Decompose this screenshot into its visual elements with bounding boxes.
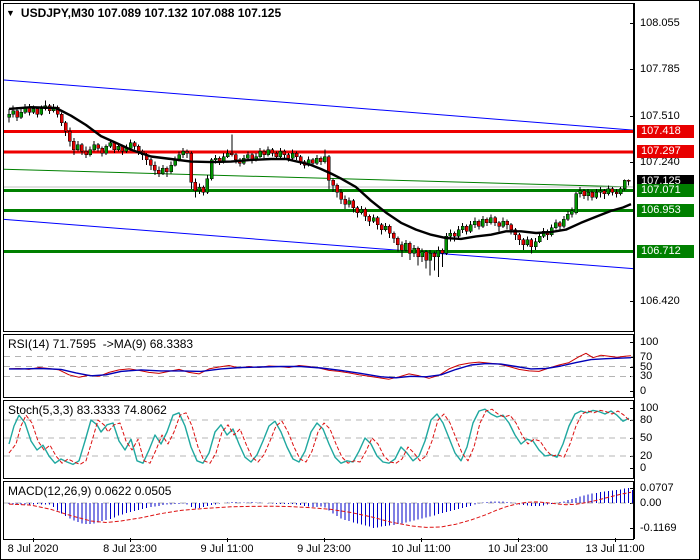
time-label: 9 Jul 11:00 — [200, 543, 254, 555]
time-label: 13 Jul 11:00 — [585, 543, 645, 555]
macd-panel[interactable] — [3, 481, 634, 540]
symbol-dropdown-icon[interactable]: ▼ — [6, 8, 15, 18]
axis-tick — [630, 528, 635, 529]
scale-label: 108.055 — [640, 17, 680, 29]
chart-title: ▼ USDJPY,M30 107.089 107.132 107.088 107.… — [6, 6, 281, 20]
time-tick — [518, 538, 519, 542]
time-tick — [615, 538, 616, 542]
scale-label: 100 — [640, 336, 659, 348]
scale-label: 107.240 — [640, 156, 680, 168]
axis-tick — [630, 116, 635, 117]
axis-tick — [630, 367, 635, 368]
stochastic-label: Stoch(5,3,3) 83.3333 74.8062 — [8, 403, 167, 417]
time-tick — [33, 538, 34, 542]
time-label: 10 Jul 23:00 — [488, 543, 548, 555]
time-tick — [130, 538, 131, 542]
rsi_ma-line — [9, 357, 632, 379]
scale-label: 80 — [640, 414, 653, 426]
scale-label: 106.420 — [640, 295, 680, 307]
time-tick — [227, 538, 228, 542]
time-tick — [421, 538, 422, 542]
axis-tick — [630, 391, 635, 392]
axis-tick — [630, 408, 635, 409]
axis-tick — [630, 23, 635, 24]
scale-label: 107.510 — [640, 110, 680, 122]
scale-label: 0.0707 — [640, 482, 674, 494]
axis-tick — [630, 162, 635, 163]
scale-label: 100 — [640, 402, 659, 414]
ma-line — [8, 105, 632, 241]
trendlines — [4, 79, 633, 270]
stoch_d-line — [8, 408, 631, 465]
price-badge: 106.953 — [637, 204, 694, 217]
axis-tick — [630, 69, 635, 70]
axis-tick — [630, 488, 635, 489]
price-badge: 106.712 — [637, 245, 694, 258]
axis-tick — [630, 468, 635, 469]
axis-tick — [630, 357, 635, 358]
ohlc-values: 107.089 107.132 107.088 107.125 — [97, 6, 282, 20]
stoch_k-line — [8, 408, 630, 466]
scale-label: 20 — [640, 450, 653, 462]
axis-tick — [630, 342, 635, 343]
symbol-label: USDJPY,M30 — [20, 6, 95, 20]
price-badge: 107.071 — [637, 184, 694, 197]
level-lines — [4, 129, 633, 253]
time-label: 8 Jul 23:00 — [103, 543, 157, 555]
price-badge: 107.297 — [637, 145, 694, 158]
macd-histogram — [8, 488, 633, 528]
candles-group — [7, 100, 631, 278]
scale-label: 50 — [640, 361, 653, 373]
macd-label: MACD(12,26,9) 0.0622 0.0505 — [8, 484, 172, 498]
rsi-label: RSI(14) 71.7595 ->MA(9) 68.3383 — [8, 337, 194, 351]
time-label: 9 Jul 23:00 — [297, 543, 351, 555]
scale-label: 30 — [640, 370, 653, 382]
time-label: 8 Jul 2020 — [7, 543, 59, 555]
scale-label: -0.1169 — [640, 522, 677, 534]
grid-lines — [4, 419, 633, 457]
scale-label: 0 — [640, 385, 647, 397]
scale-label: 0.00 — [640, 497, 662, 509]
time-tick — [324, 538, 325, 542]
price-scale-border — [634, 3, 635, 539]
price-badge: 107.418 — [637, 125, 694, 138]
rsi-line — [8, 352, 632, 380]
scale-label: 107.785 — [640, 63, 680, 75]
axis-tick — [630, 301, 635, 302]
macd-signal-line — [8, 491, 632, 528]
scale-label: 70 — [640, 351, 653, 363]
scale-label: 50 — [640, 432, 653, 444]
scale-label: 0 — [640, 462, 647, 474]
time-label: 10 Jul 11:00 — [391, 543, 451, 555]
grid-lines — [4, 356, 633, 377]
